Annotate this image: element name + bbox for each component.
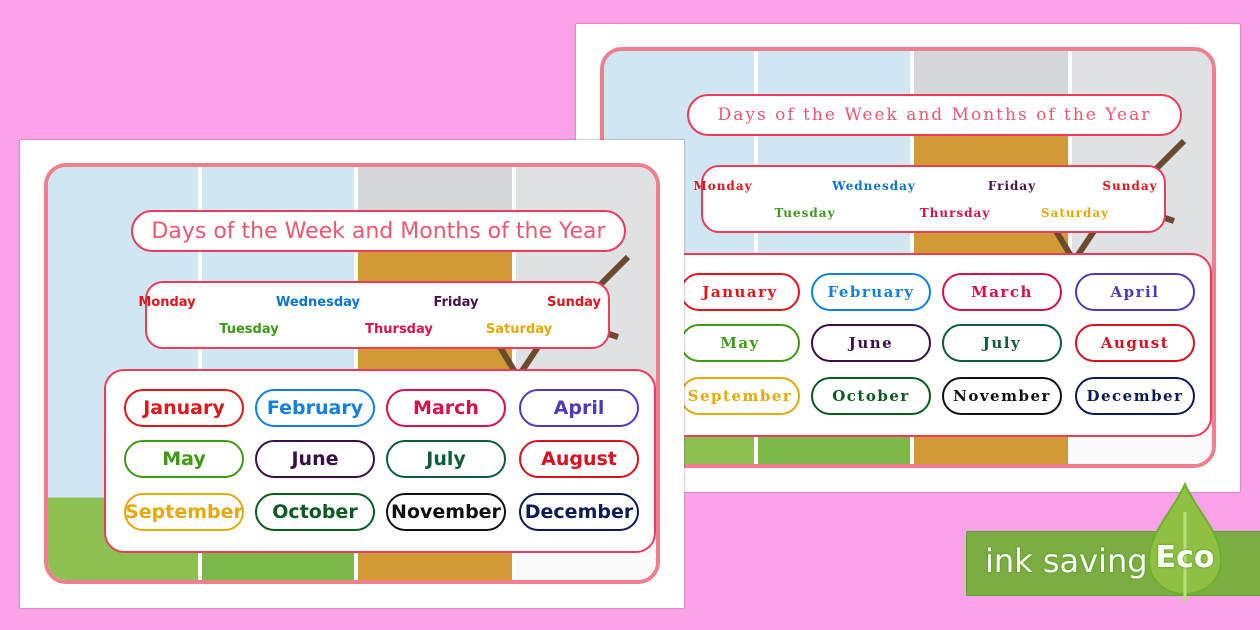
- month-card: March: [942, 273, 1062, 311]
- day-label: Monday: [138, 295, 196, 310]
- day-label: Saturday: [485, 322, 553, 337]
- days-box: Monday Wednesday Friday Sunday Tuesday Thursd…: [693, 165, 1166, 233]
- poster-title: Days of the Week and Months of the Year: [687, 94, 1182, 136]
- months-box: January February March April May June July Augu…: [660, 253, 1212, 437]
- month-card: November: [386, 493, 506, 531]
- month-card: November: [942, 377, 1062, 415]
- month-card: January: [680, 273, 800, 311]
- month-card: February: [811, 273, 931, 311]
- month-card: June: [811, 324, 931, 362]
- month-card: April: [519, 389, 639, 427]
- month-card: August: [1075, 324, 1195, 362]
- month-card: December: [519, 493, 639, 531]
- months-box: January February March April May June July Augu…: [104, 369, 656, 553]
- month-card: August: [519, 440, 639, 478]
- month-card: May: [680, 324, 800, 362]
- leaf-icon: [1147, 482, 1223, 602]
- poster-title: Days of the Week and Months of the Year: [131, 210, 626, 252]
- month-card: May: [124, 440, 244, 478]
- month-card: July: [386, 440, 506, 478]
- month-card: June: [255, 440, 375, 478]
- poster-frame: twinklDays of the Week and Months of the…: [600, 47, 1216, 468]
- day-label: Thursday: [919, 206, 991, 220]
- day-label: Wednesday: [276, 295, 360, 310]
- day-label: Monday: [693, 179, 753, 193]
- month-card: January: [124, 389, 244, 427]
- day-label: Friday: [987, 179, 1037, 193]
- month-card: April: [1075, 273, 1195, 311]
- month-card: September: [680, 377, 800, 415]
- month-card: February: [255, 389, 375, 427]
- days-box: Monday Wednesday Friday Sunday Tuesday Thursd…: [138, 281, 610, 349]
- poster-preview-front: twinklDays of the Week and Months of the…: [20, 140, 684, 608]
- poster-preview-back: twinklDays of the Week and Months of the…: [576, 24, 1240, 492]
- month-card: December: [1075, 377, 1195, 415]
- day-label: Wednesday: [832, 179, 916, 193]
- day-label: Sunday: [1102, 179, 1158, 193]
- eco-label: Eco: [1155, 540, 1215, 575]
- month-card: September: [124, 493, 244, 531]
- day-label: Tuesday: [219, 322, 279, 337]
- month-card: October: [255, 493, 375, 531]
- day-label: Thursday: [365, 322, 433, 337]
- poster-frame: twinklDays of the Week and Months of the…: [44, 163, 660, 584]
- month-card: March: [386, 389, 506, 427]
- day-label: Friday: [433, 295, 479, 310]
- ink-saving-text: ink saving: [985, 542, 1148, 580]
- month-card: July: [942, 324, 1062, 362]
- month-card: October: [811, 377, 931, 415]
- day-label: Saturday: [1040, 206, 1110, 220]
- day-label: Tuesday: [774, 206, 836, 220]
- day-label: Sunday: [546, 295, 602, 310]
